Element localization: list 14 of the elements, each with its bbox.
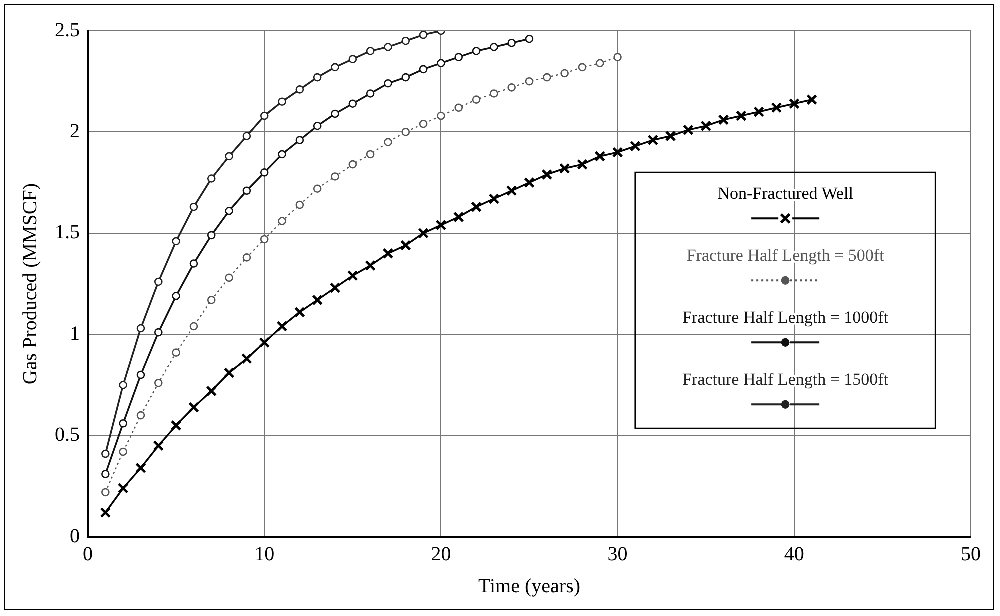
- y-tick-label: 1.5: [55, 222, 80, 244]
- y-tick-label: 1: [70, 322, 80, 345]
- x-tick-label: 10: [254, 543, 275, 566]
- x-tick-label: 20: [431, 543, 452, 566]
- text: Non-Fractured Well: [718, 184, 854, 204]
- y-tick-label: 2.5: [55, 19, 80, 42]
- y-tick-label: 2: [70, 120, 80, 142]
- y-axis-title: Gas Produced (MMSCF): [19, 183, 42, 385]
- y-tick-label: 0: [70, 525, 80, 548]
- y-tick-label: 0.5: [55, 424, 80, 446]
- x-tick-label: 50: [961, 543, 981, 566]
- x-tick-label: 30: [608, 543, 628, 566]
- x-tick-label: 40: [784, 543, 804, 566]
- x-axis-title: Time (years): [478, 575, 581, 598]
